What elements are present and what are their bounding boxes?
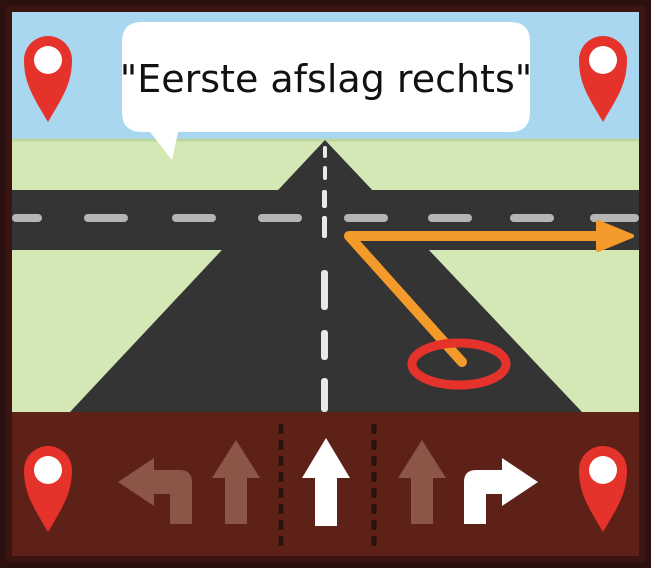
crossing-lane-markings (12, 214, 639, 222)
arrow-straight[interactable] (302, 438, 350, 526)
forward-lane-markings (321, 146, 328, 412)
pin-hole-icon (34, 456, 62, 484)
arrow-straight-left[interactable] (212, 440, 260, 524)
route-arrow (344, 220, 634, 367)
straight-arrow-icon (212, 440, 260, 524)
current-position-marker (407, 338, 511, 390)
straight-arrow-icon (302, 438, 350, 526)
turn-right-arrow-icon (464, 458, 538, 524)
arrow-turn-left[interactable] (118, 458, 192, 524)
map-pin-bottom-left (24, 446, 72, 532)
pin-hole-icon (34, 46, 62, 74)
map-pin-bottom-right (579, 446, 627, 532)
turn-left-arrow-icon (118, 458, 192, 524)
map-pin-top-right (579, 36, 627, 122)
map-pin-top-left (24, 36, 72, 122)
instruction-bubble: "Eerste afslag rechts" (120, 22, 532, 160)
pin-hole-icon (589, 46, 617, 74)
arrow-turn-right[interactable] (464, 458, 538, 524)
control-bar-dividers (278, 424, 377, 552)
arrow-straight-right[interactable] (398, 440, 446, 524)
instruction-text: "Eerste afslag rechts" (120, 57, 532, 101)
straight-arrow-icon (398, 440, 446, 524)
pin-hole-icon (589, 456, 617, 484)
